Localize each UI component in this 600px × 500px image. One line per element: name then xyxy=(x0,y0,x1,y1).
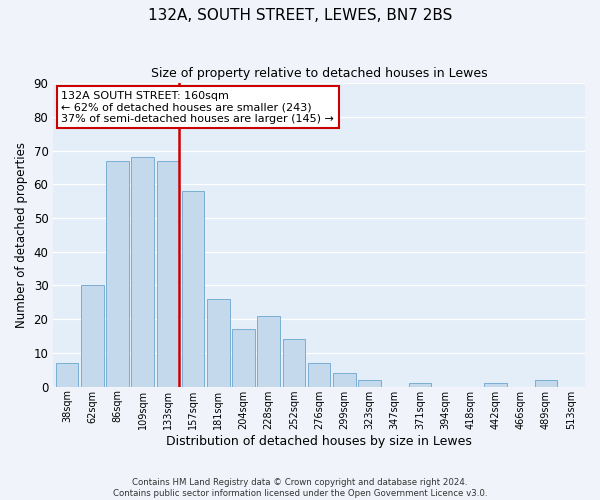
Bar xyxy=(308,363,331,386)
Bar xyxy=(484,384,507,386)
Bar xyxy=(131,158,154,386)
Bar xyxy=(182,191,205,386)
Bar xyxy=(81,286,104,386)
Bar xyxy=(535,380,557,386)
Text: Contains HM Land Registry data © Crown copyright and database right 2024.
Contai: Contains HM Land Registry data © Crown c… xyxy=(113,478,487,498)
Title: Size of property relative to detached houses in Lewes: Size of property relative to detached ho… xyxy=(151,68,487,80)
Y-axis label: Number of detached properties: Number of detached properties xyxy=(15,142,28,328)
Bar xyxy=(257,316,280,386)
Bar xyxy=(358,380,381,386)
Bar xyxy=(232,330,255,386)
Text: 132A, SOUTH STREET, LEWES, BN7 2BS: 132A, SOUTH STREET, LEWES, BN7 2BS xyxy=(148,8,452,22)
Bar xyxy=(157,160,179,386)
Bar xyxy=(333,373,356,386)
Text: 132A SOUTH STREET: 160sqm
← 62% of detached houses are smaller (243)
37% of semi: 132A SOUTH STREET: 160sqm ← 62% of detac… xyxy=(61,90,334,124)
Bar xyxy=(106,160,129,386)
Bar xyxy=(56,363,79,386)
X-axis label: Distribution of detached houses by size in Lewes: Distribution of detached houses by size … xyxy=(166,434,472,448)
Bar xyxy=(207,299,230,386)
Bar xyxy=(409,384,431,386)
Bar xyxy=(283,340,305,386)
